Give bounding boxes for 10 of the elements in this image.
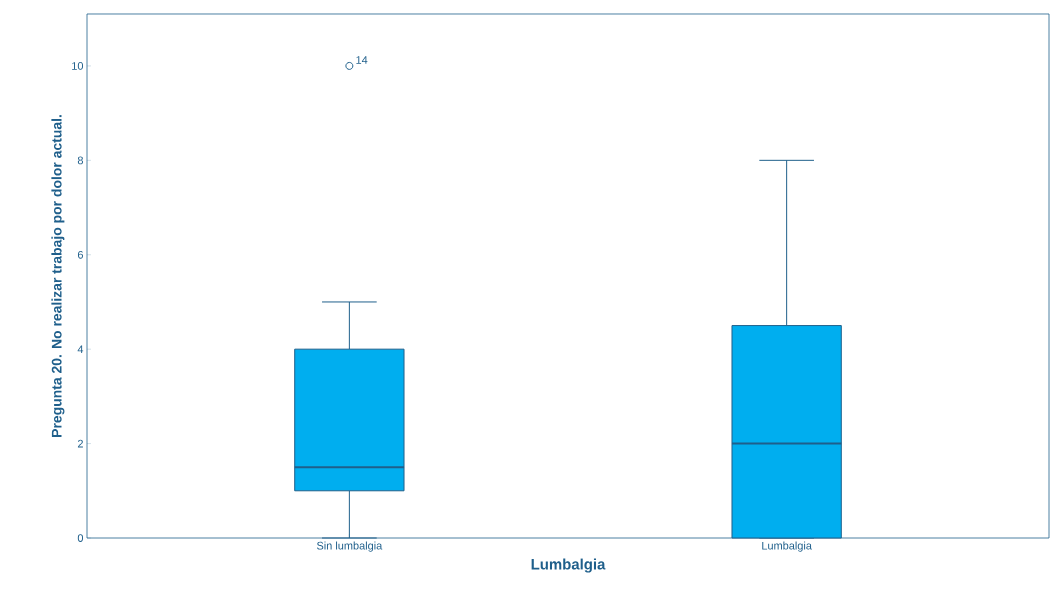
x-axis-title: Lumbalgia — [531, 558, 606, 573]
y-tick-label: 10 — [72, 62, 84, 70]
y-tick-label: 8 — [77, 156, 83, 165]
y-tick-label: 6 — [77, 250, 83, 259]
annotation: 14 — [356, 56, 368, 64]
y-axis-title: Pregunta 20. No realizar trabajo por dolor actual. — [51, 115, 65, 437]
x-tick-label: Sin lumbalgia — [316, 541, 383, 552]
y-tick-label: 0 — [77, 534, 84, 542]
y-tick-label: 4 — [77, 345, 84, 353]
y-tick-label: 2 — [77, 439, 83, 448]
